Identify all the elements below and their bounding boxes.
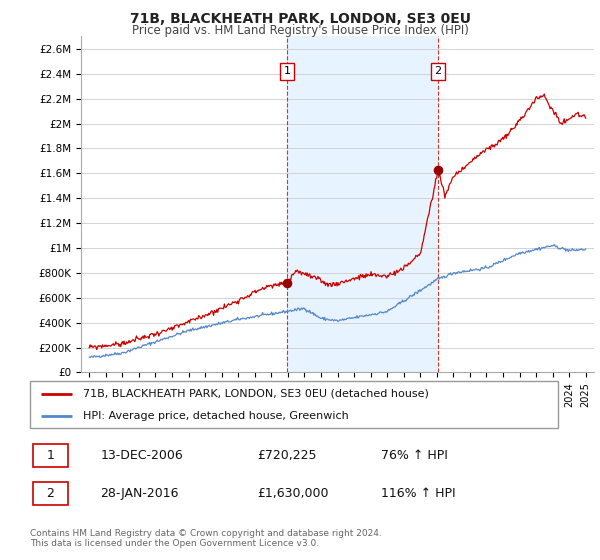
Text: 2: 2 (434, 66, 442, 76)
Text: This data is licensed under the Open Government Licence v3.0.: This data is licensed under the Open Gov… (30, 539, 319, 548)
Text: 116% ↑ HPI: 116% ↑ HPI (381, 487, 455, 500)
Text: HPI: Average price, detached house, Greenwich: HPI: Average price, detached house, Gree… (83, 410, 349, 421)
Text: £1,630,000: £1,630,000 (257, 487, 328, 500)
Text: Price paid vs. HM Land Registry's House Price Index (HPI): Price paid vs. HM Land Registry's House … (131, 24, 469, 36)
FancyBboxPatch shape (30, 381, 558, 428)
Text: 2: 2 (46, 487, 54, 500)
Text: £720,225: £720,225 (257, 449, 316, 462)
Text: 76% ↑ HPI: 76% ↑ HPI (381, 449, 448, 462)
Text: 13-DEC-2006: 13-DEC-2006 (100, 449, 183, 462)
Point (282, 278, 292, 287)
Text: 1: 1 (46, 449, 54, 462)
Text: 1: 1 (284, 66, 290, 76)
Point (433, 165, 443, 174)
Text: 71B, BLACKHEATH PARK, LONDON, SE3 0EU: 71B, BLACKHEATH PARK, LONDON, SE3 0EU (130, 12, 470, 26)
Text: 71B, BLACKHEATH PARK, LONDON, SE3 0EU (detached house): 71B, BLACKHEATH PARK, LONDON, SE3 0EU (d… (83, 389, 428, 399)
Text: Contains HM Land Registry data © Crown copyright and database right 2024.: Contains HM Land Registry data © Crown c… (30, 529, 382, 538)
Text: 28-JAN-2016: 28-JAN-2016 (100, 487, 179, 500)
FancyBboxPatch shape (33, 482, 68, 505)
FancyBboxPatch shape (33, 445, 68, 467)
Bar (287, 36, 438, 372)
